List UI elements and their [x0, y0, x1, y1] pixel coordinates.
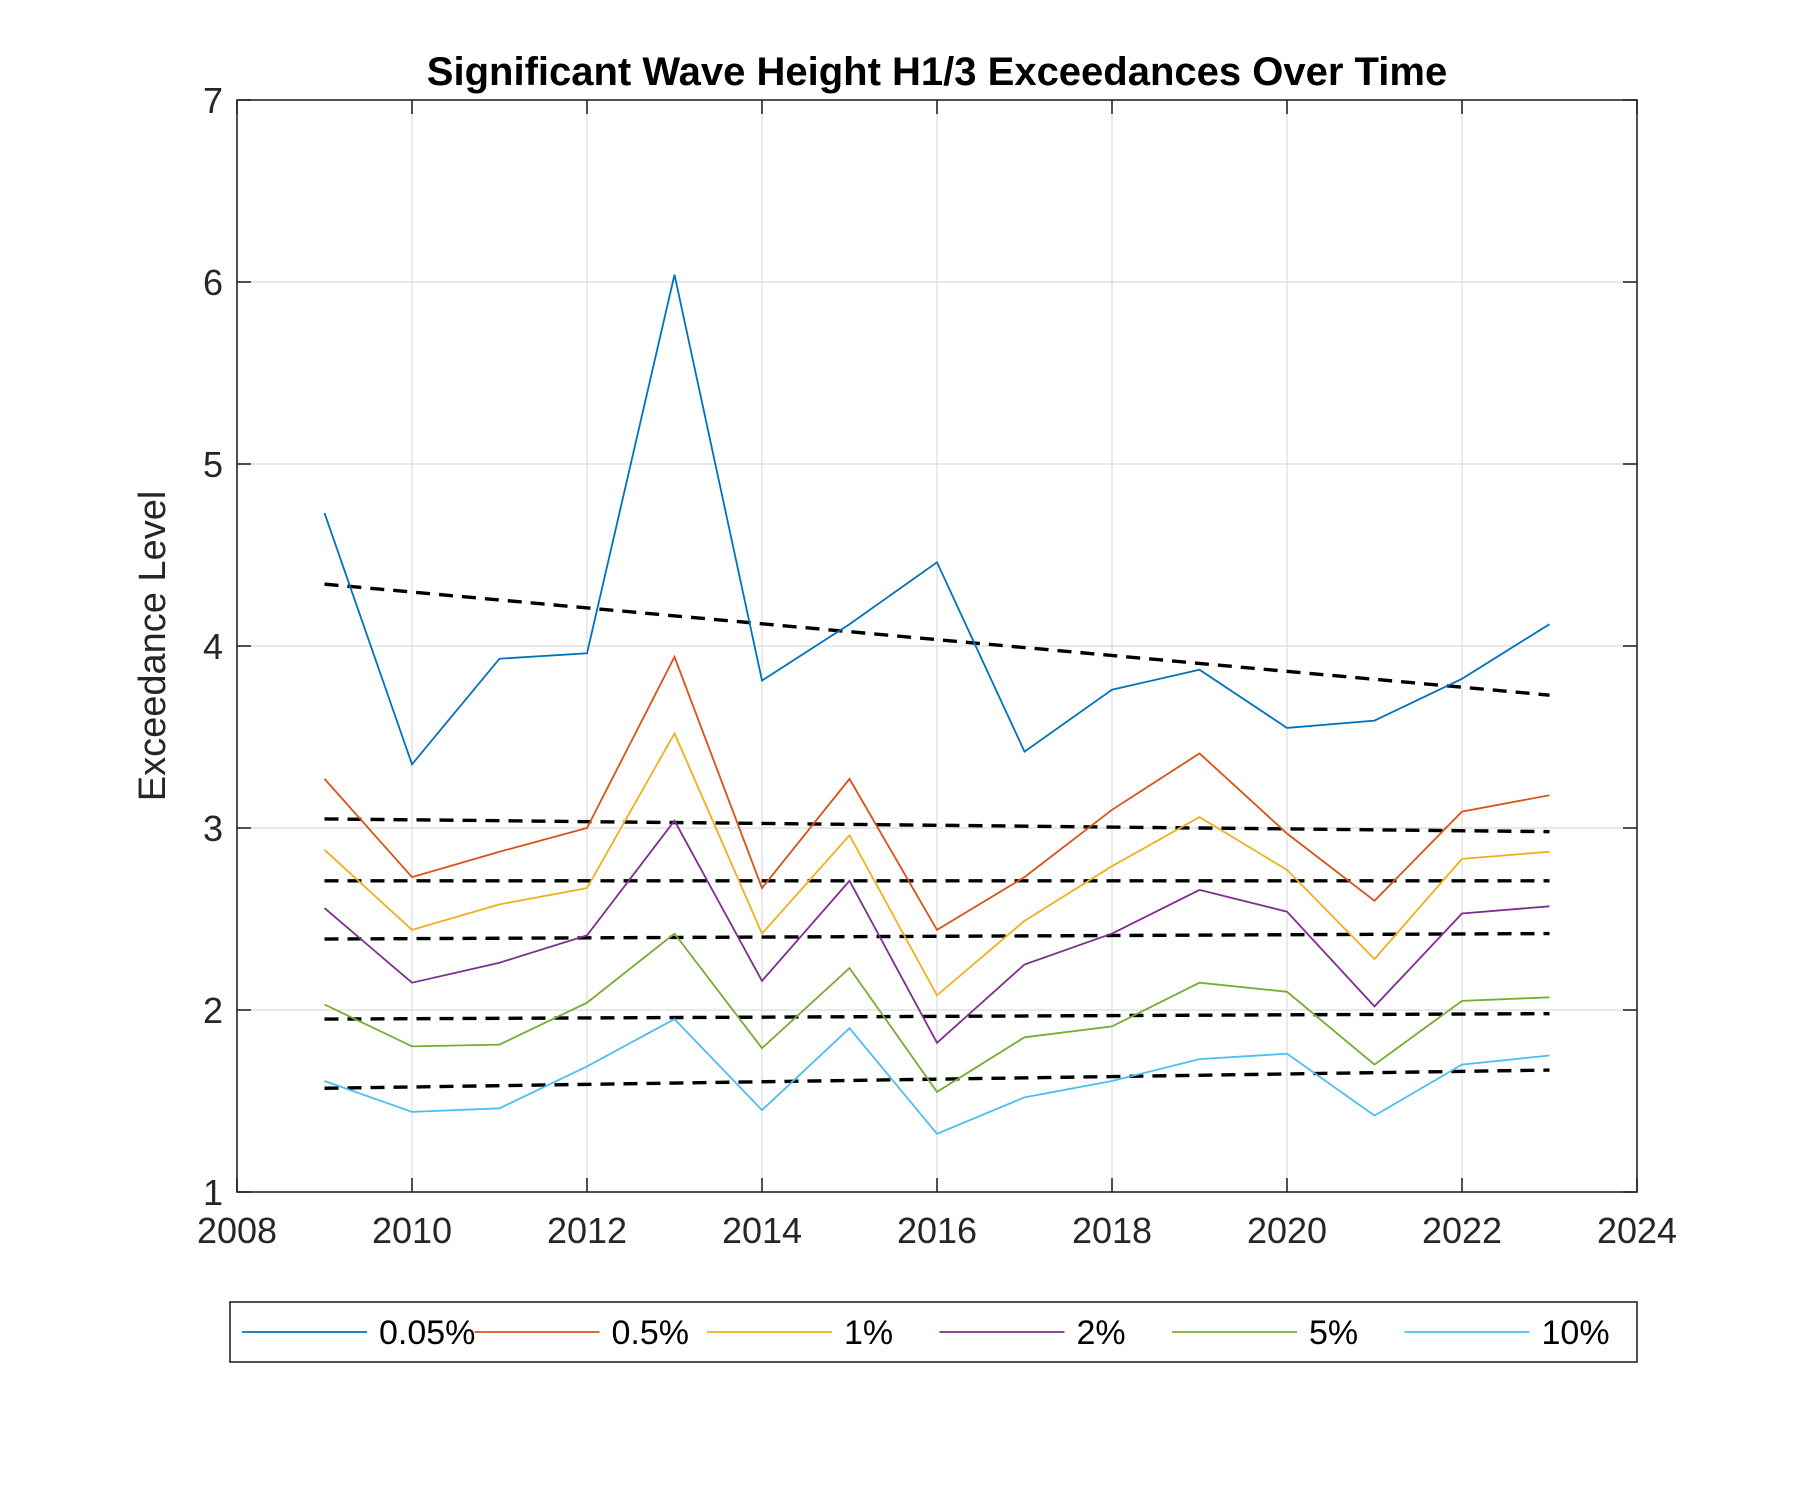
y-tick-label: 3: [203, 808, 223, 849]
series-line-1: [323, 654, 1550, 932]
x-tick-label: 2018: [1072, 1210, 1152, 1251]
legend-label-4: 5%: [1309, 1314, 1358, 1352]
trend-lines: [324, 582, 1550, 1090]
legend-label-0: 0.05%: [379, 1314, 475, 1352]
series-line-5: [324, 1017, 1550, 1135]
y-tick-label: 5: [203, 444, 223, 485]
legend-label-1: 0.5%: [612, 1314, 690, 1352]
trend-line-5: [324, 1068, 1550, 1090]
trend-line-4: [324, 1011, 1550, 1021]
y-tick-label: 4: [203, 626, 223, 667]
grid-lines: [237, 100, 1637, 1192]
x-tick-label: 2012: [547, 1210, 627, 1251]
x-tick-label: 2022: [1422, 1210, 1502, 1251]
chart-title: Significant Wave Height H1/3 Exceedances…: [427, 50, 1447, 94]
y-axis-label: Exceedance Level: [132, 491, 174, 802]
y-tick-label: 7: [203, 80, 223, 121]
x-tick-label: 2014: [722, 1210, 802, 1251]
y-tick-label: 6: [203, 262, 223, 303]
series-line-4: [324, 932, 1550, 1094]
series-line-2: [323, 731, 1550, 997]
x-tick-label: 2016: [897, 1210, 977, 1251]
trend-line-0: [324, 582, 1550, 697]
legend-box: [229, 1301, 1638, 1363]
x-tick-label: 2020: [1247, 1210, 1327, 1251]
y-tick-label: 2: [203, 990, 223, 1031]
legend: 0.05% 0.5% 1% 2% 5% 10%: [229, 1301, 1638, 1363]
legend-label-5: 10%: [1542, 1314, 1610, 1352]
series-line-3: [323, 819, 1550, 1045]
data-series: [323, 274, 1550, 1135]
x-tick-label: 2024: [1597, 1210, 1677, 1251]
legend-label-2: 1%: [844, 1314, 893, 1352]
axis-ticks: 2008 2010 2012 2014 2016 2018 2020 2022 2024 1 2 3 4…: [197, 80, 1677, 1251]
y-tick-label: 1: [203, 1172, 223, 1213]
x-tick-label: 2010: [372, 1210, 452, 1251]
legend-label-3: 2%: [1077, 1314, 1126, 1352]
x-tick-label: 2008: [197, 1210, 277, 1251]
trend-line-1: [324, 817, 1550, 834]
series-line-0: [323, 274, 1550, 767]
trend-line-3: [324, 931, 1550, 941]
